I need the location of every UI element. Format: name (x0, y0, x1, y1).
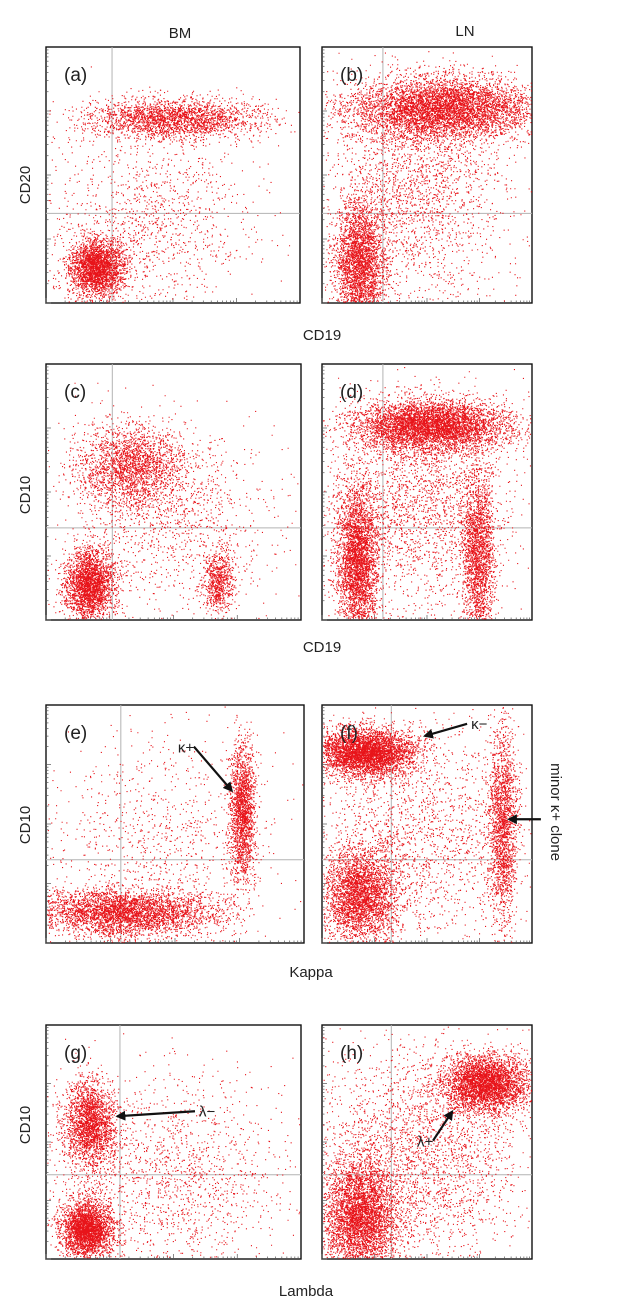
axis-ticks (45, 49, 298, 304)
event-dots (47, 706, 304, 943)
panels-group: (a) (b) (c) (d) (e) κ+ (f) κ− minor κ+ clone (g) λ… (45, 46, 564, 1260)
panel-label: (g) (64, 1043, 87, 1064)
ylabel-row-3: CD10 (17, 806, 34, 844)
panel-label: (b) (340, 65, 363, 86)
annotation-1: κ+ (178, 740, 234, 793)
axis-ticks (321, 707, 530, 944)
panel-f: (f) κ− minor κ+ clone (321, 704, 564, 944)
panel-a: (a) (45, 46, 301, 304)
annotation-arrow (422, 722, 468, 739)
xlabel-row-2: CD19 (303, 639, 341, 656)
panel-g: (g) λ− (45, 1024, 302, 1260)
axis-ticks (321, 1027, 530, 1260)
panel-b: (b) (321, 46, 533, 304)
event-dots (47, 1033, 301, 1259)
xlabel-row-4: Lambda (279, 1283, 334, 1300)
axis-ticks (45, 1027, 299, 1260)
annotation-1: κ− (422, 716, 488, 739)
panel-label: (c) (64, 382, 86, 403)
annotation-label: λ+ (417, 1134, 434, 1151)
annotation-arrow (115, 1110, 196, 1121)
event-dots (323, 51, 532, 303)
event-dots (323, 707, 532, 943)
xlabel-row-1: CD19 (303, 327, 341, 344)
annotation-label: λ− (199, 1103, 216, 1120)
event-dots (323, 1026, 532, 1259)
annotation-arrow (432, 1109, 454, 1142)
ylabel-row-2: CD10 (17, 476, 34, 514)
panel-label: (f) (340, 723, 358, 744)
panel-e: (e) κ+ (45, 704, 305, 944)
axis-ticks (321, 49, 530, 304)
ylabel-row-1: CD20 (17, 166, 34, 204)
panel-d: (d) (321, 363, 533, 621)
axis-ticks (321, 366, 530, 621)
annotation-1: λ+ (417, 1109, 454, 1151)
event-dots (47, 382, 300, 620)
panel-label: (h) (340, 1043, 363, 1064)
column-header-ln: LN (455, 23, 474, 40)
annotation-1: λ− (115, 1103, 216, 1121)
annotation-label: κ+ (178, 740, 195, 757)
panel-c: (c) (45, 363, 302, 621)
xlabel-row-3: Kappa (289, 964, 333, 981)
event-dots (323, 367, 532, 620)
column-header-bm: BM (169, 25, 192, 42)
axis-ticks (45, 707, 302, 944)
panel-label: (a) (64, 65, 87, 86)
panel-label: (d) (340, 382, 363, 403)
annotation-2: minor κ+ clone (506, 763, 564, 861)
annotation-arrow (193, 745, 234, 793)
ylabel-row-4: CD10 (17, 1106, 34, 1144)
annotation-label: minor κ+ clone (547, 763, 564, 861)
panel-label: (e) (64, 723, 87, 744)
event-dots (48, 66, 300, 303)
panel-h: (h) λ+ (321, 1024, 533, 1260)
annotation-label: κ− (471, 716, 488, 733)
